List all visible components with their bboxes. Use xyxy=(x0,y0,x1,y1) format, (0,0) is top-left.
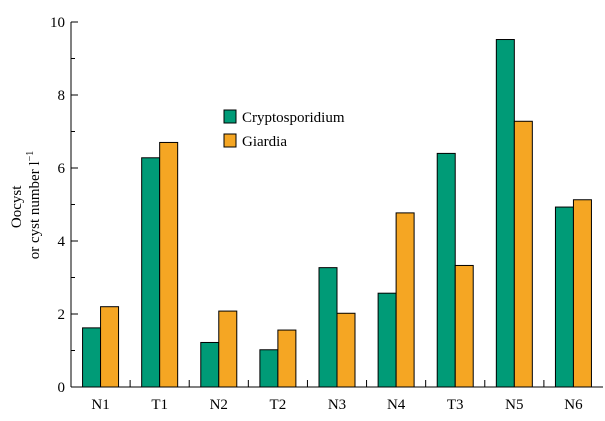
bar-cryptosporidium-n6 xyxy=(554,206,574,388)
y-tick-label-6: 6 xyxy=(58,161,66,177)
bar-giardia-t3 xyxy=(454,264,474,388)
y-axis-label-line1: Oocyst xyxy=(9,185,25,228)
bar-cryptosporidium-t3 xyxy=(436,152,456,388)
bar-giardia-n1 xyxy=(100,306,120,388)
bar-giardia-n5 xyxy=(513,120,533,388)
bar-cryptosporidium-n1 xyxy=(82,327,102,388)
x-tick-label-n1: N1 xyxy=(91,397,109,413)
legend-label-giardia: Giardia xyxy=(242,134,287,150)
bar-cryptosporidium-t2 xyxy=(259,349,279,388)
bar-cryptosporidium-n5 xyxy=(495,39,515,388)
y-tick-label-2: 2 xyxy=(58,307,66,323)
y-axis-label-superscript: −1 xyxy=(25,151,36,162)
x-tick-label-t3: T3 xyxy=(447,397,464,413)
bar-giardia-n6 xyxy=(572,199,592,388)
bar-giardia-n3 xyxy=(336,312,356,388)
y-tick-label-8: 8 xyxy=(58,88,66,104)
x-tick-label-t1: T1 xyxy=(151,397,168,413)
bar-giardia-t2 xyxy=(277,329,297,388)
x-tick-label-t2: T2 xyxy=(270,397,287,413)
bar-cryptosporidium-n4 xyxy=(377,292,397,388)
x-tick-label-n2: N2 xyxy=(210,397,228,413)
x-tick-label-n4: N4 xyxy=(387,397,406,413)
x-tick-label-n3: N3 xyxy=(328,397,346,413)
bar-giardia-t1 xyxy=(159,141,179,388)
y-tick-label-0: 0 xyxy=(58,380,66,396)
bar-cryptosporidium-n3 xyxy=(318,267,338,388)
bar-giardia-n2 xyxy=(218,310,238,388)
y-axis-label: Oocyst or cyst number l−1 xyxy=(9,151,43,260)
bar-giardia-n4 xyxy=(395,212,415,388)
x-tick-label-n5: N5 xyxy=(505,397,523,413)
legend-swatch-cryptosporidium xyxy=(223,109,237,124)
legend-swatch-giardia xyxy=(223,133,237,148)
x-tick-label-n6: N6 xyxy=(564,397,583,413)
plot-area: 0 2 4 6 8 10 N1 T1 N2 T2 N3 N4 T3 N5 N6 xyxy=(50,15,603,413)
legend: Cryptosporidium Giardia xyxy=(223,109,345,150)
legend-label-cryptosporidium: Cryptosporidium xyxy=(242,110,345,126)
y-tick-label-10: 10 xyxy=(50,15,65,31)
y-tick-label-4: 4 xyxy=(58,234,66,250)
bar-cryptosporidium-t1 xyxy=(141,157,161,388)
bar-cryptosporidium-n2 xyxy=(200,341,220,388)
y-axis-label-line2: or cyst number l xyxy=(27,161,43,259)
